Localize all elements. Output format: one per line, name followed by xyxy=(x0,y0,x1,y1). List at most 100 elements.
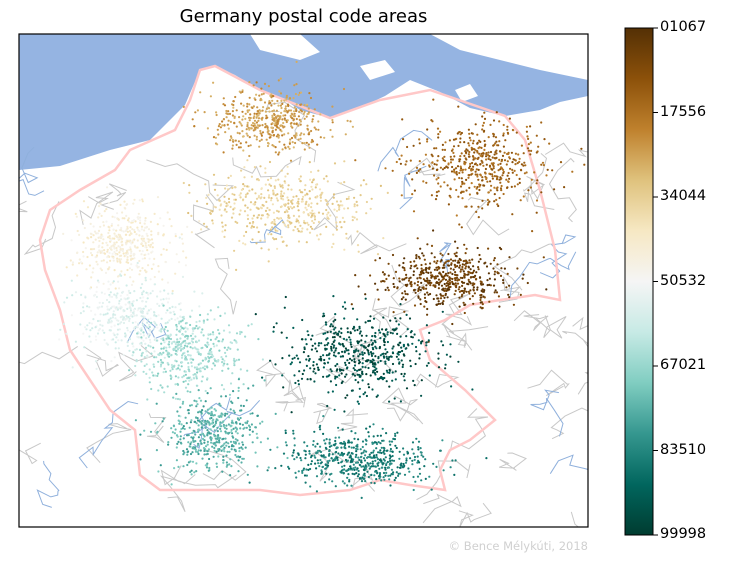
postal-code-point xyxy=(187,383,190,386)
postal-code-point xyxy=(332,295,335,298)
postal-code-point xyxy=(342,471,345,474)
postal-code-point xyxy=(89,329,92,332)
postal-code-point xyxy=(481,161,484,164)
postal-code-point xyxy=(283,133,286,136)
postal-code-point xyxy=(295,354,298,357)
postal-code-point xyxy=(394,378,397,381)
postal-code-point xyxy=(171,366,174,369)
postal-code-point xyxy=(321,212,325,215)
postal-code-point xyxy=(231,110,234,113)
postal-code-point xyxy=(149,278,152,281)
postal-code-point xyxy=(302,195,305,198)
postal-code-point xyxy=(525,125,529,128)
postal-code-point xyxy=(125,314,128,318)
postal-code-point xyxy=(367,359,370,362)
postal-code-point xyxy=(502,145,505,148)
postal-code-point xyxy=(384,466,387,469)
postal-code-point xyxy=(85,268,88,271)
postal-code-point xyxy=(132,219,136,222)
postal-code-point xyxy=(301,469,304,473)
postal-code-point xyxy=(358,375,361,378)
postal-code-point xyxy=(232,445,235,448)
postal-code-point xyxy=(198,420,201,423)
postal-code-point xyxy=(446,274,449,277)
postal-code-point xyxy=(332,196,335,199)
postal-code-point xyxy=(317,128,320,131)
postal-code-point xyxy=(292,119,295,122)
postal-code-point xyxy=(304,203,307,206)
postal-code-point xyxy=(302,133,306,136)
postal-code-point xyxy=(196,419,200,422)
postal-code-point xyxy=(238,442,241,445)
postal-code-point xyxy=(80,293,83,296)
postal-code-point xyxy=(500,189,503,192)
postal-code-point xyxy=(239,192,242,195)
postal-code-point xyxy=(411,342,414,345)
postal-code-point xyxy=(103,249,106,252)
postal-code-point xyxy=(405,160,408,163)
postal-code-point xyxy=(146,249,149,252)
postal-code-point xyxy=(368,319,372,322)
postal-code-point xyxy=(267,196,270,199)
postal-code-point xyxy=(140,360,143,363)
postal-code-point xyxy=(248,116,251,119)
postal-code-point xyxy=(329,368,332,371)
postal-code-point xyxy=(338,206,341,209)
postal-code-point xyxy=(270,233,273,236)
postal-code-point xyxy=(348,336,351,339)
postal-code-point xyxy=(201,328,204,331)
postal-code-point xyxy=(376,464,380,467)
postal-code-point xyxy=(414,362,417,366)
postal-code-point xyxy=(446,184,449,187)
postal-code-point xyxy=(355,218,359,221)
postal-code-point xyxy=(478,183,481,186)
postal-code-point xyxy=(241,118,244,121)
postal-code-point xyxy=(209,355,213,359)
postal-code-point xyxy=(266,141,270,145)
postal-code-point xyxy=(98,319,102,322)
postal-code-point xyxy=(472,302,475,305)
postal-code-point xyxy=(454,459,457,462)
postal-code-point xyxy=(286,172,289,175)
postal-code-point xyxy=(250,226,253,229)
postal-code-point xyxy=(238,132,241,135)
postal-code-point xyxy=(344,133,347,136)
postal-code-point xyxy=(173,467,176,470)
postal-code-point xyxy=(390,355,393,358)
postal-code-point xyxy=(279,216,282,220)
postal-code-point xyxy=(518,160,521,163)
postal-code-point xyxy=(394,270,398,273)
postal-code-point xyxy=(117,237,120,240)
postal-code-point xyxy=(507,171,510,175)
postal-code-point xyxy=(217,455,220,458)
postal-code-point xyxy=(246,214,249,217)
postal-code-point xyxy=(278,140,281,143)
postal-code-point xyxy=(287,184,290,187)
postal-code-point xyxy=(142,331,145,334)
postal-code-point xyxy=(419,298,422,301)
postal-code-point xyxy=(399,335,402,338)
postal-code-point xyxy=(526,147,530,150)
postal-code-point xyxy=(454,271,457,274)
postal-code-point xyxy=(196,327,199,330)
postal-code-point xyxy=(368,425,371,428)
postal-code-point xyxy=(234,442,237,445)
postal-code-point xyxy=(224,351,227,354)
postal-code-point xyxy=(319,194,322,197)
postal-code-point xyxy=(385,277,388,281)
postal-code-point xyxy=(240,331,243,334)
postal-code-point xyxy=(443,155,446,158)
postal-code-point xyxy=(340,372,343,375)
postal-code-point xyxy=(365,334,368,337)
postal-code-point xyxy=(101,329,104,332)
postal-code-point xyxy=(276,122,279,125)
postal-code-point xyxy=(497,169,500,172)
postal-code-point xyxy=(131,219,134,223)
postal-code-point xyxy=(347,352,350,355)
postal-code-point xyxy=(322,455,325,458)
postal-code-point xyxy=(237,378,240,381)
postal-code-point xyxy=(410,283,413,286)
postal-code-point xyxy=(435,191,438,194)
postal-code-point xyxy=(392,282,395,286)
postal-code-point xyxy=(217,306,220,309)
